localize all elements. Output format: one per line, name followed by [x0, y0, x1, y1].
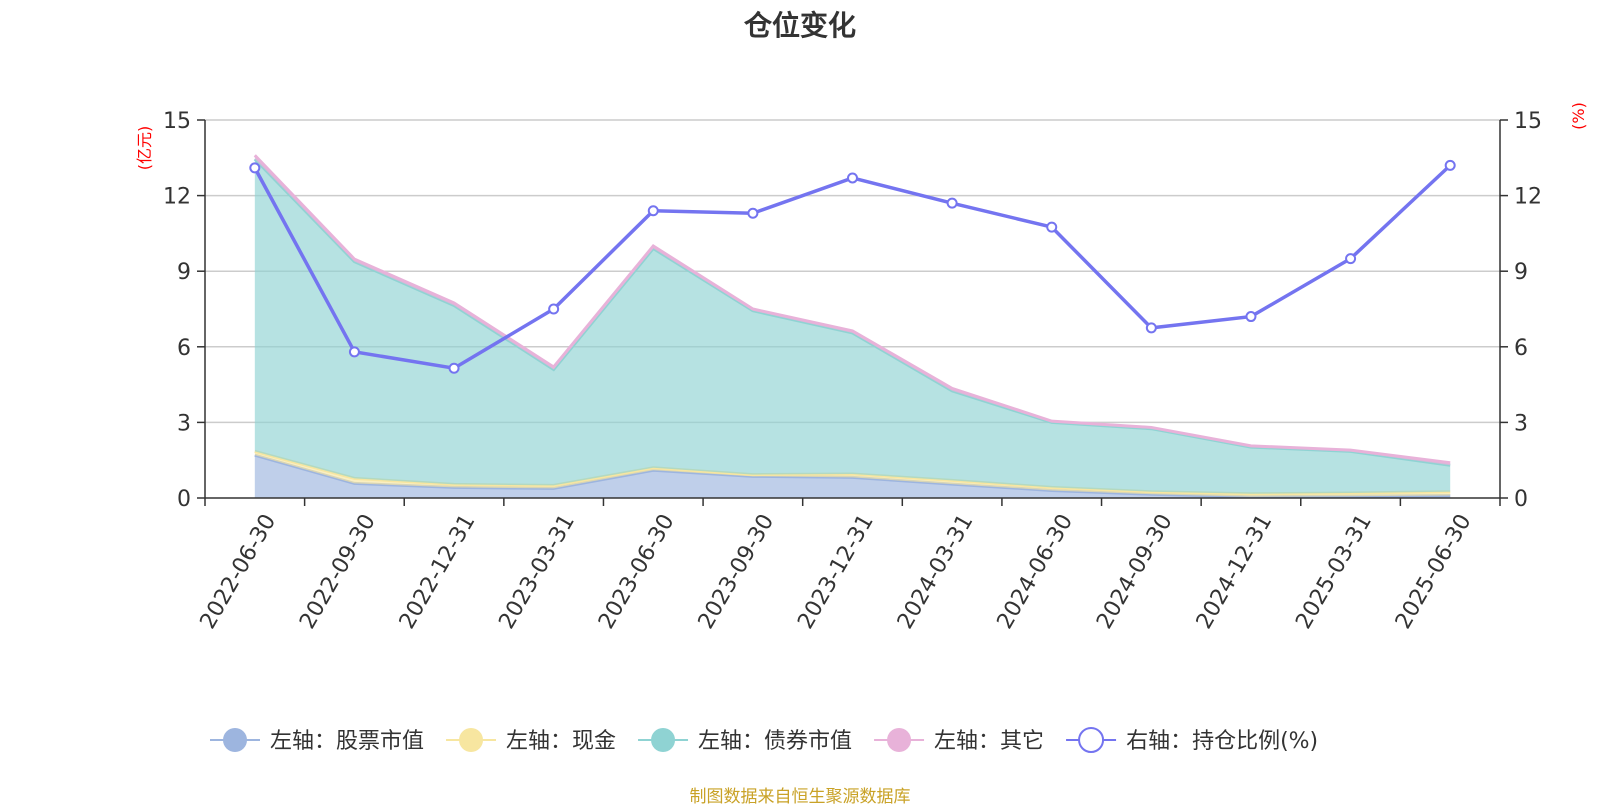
line-point — [946, 197, 958, 209]
x-axis-tick-label: 2023-06-30 — [594, 510, 680, 633]
area-series-2 — [254, 159, 1451, 494]
right-axis-tick-label: 0 — [1514, 487, 1528, 512]
chart-title: 仓位变化 — [743, 9, 856, 42]
legend-item: 左轴：其它 — [874, 728, 1044, 754]
legend-label: 左轴：股票市值 — [270, 729, 424, 754]
right-axis-tick-label: 15 — [1514, 109, 1542, 134]
left-axis-tick-label: 3 — [177, 411, 191, 436]
line-point — [1345, 253, 1357, 265]
x-axis-tick-label: 2022-06-30 — [196, 510, 282, 633]
x-axis-tick-label: 2025-06-30 — [1391, 510, 1477, 633]
x-axis-tick-label: 2022-12-31 — [395, 510, 481, 633]
line-point — [348, 346, 360, 358]
left-axis-tick-label: 0 — [177, 487, 191, 512]
area-series-0 — [254, 455, 1451, 498]
legend-item: 右轴：持仓比例(%) — [1066, 727, 1318, 754]
line-point — [1444, 159, 1456, 171]
x-axis-tick-label: 2023-09-30 — [694, 510, 780, 633]
line-point — [1245, 311, 1257, 323]
line-point — [647, 205, 659, 217]
x-axis-tick-label: 2024-06-30 — [993, 510, 1079, 633]
legend-marker — [887, 728, 912, 752]
line-point — [1046, 221, 1058, 233]
legend-item: 左轴：现金 — [446, 728, 616, 754]
x-axis-tick-label: 2023-12-31 — [793, 510, 879, 633]
left-axis-tick-label: 15 — [163, 109, 191, 134]
area-line-series-3 — [253, 154, 1451, 465]
x-axis-tick-label: 2022-09-30 — [295, 510, 381, 633]
legend: 左轴：股票市值 左轴：现金 左轴：债券市值 左轴：其它 右轴：持仓比例(%) — [210, 727, 1318, 754]
line-point — [249, 162, 261, 174]
legend-item: 左轴：债券市值 — [638, 728, 852, 754]
line-point — [747, 207, 759, 219]
line-point — [448, 362, 460, 374]
right-axis-unit: (%) — [1569, 102, 1588, 130]
line-point — [548, 303, 560, 315]
left-axis-tick-label: 12 — [163, 185, 191, 210]
x-axis-tick-label: 2024-03-31 — [893, 510, 979, 633]
source-note: 制图数据来自恒生聚源数据库 — [689, 787, 911, 807]
right-axis-tick-label: 12 — [1514, 185, 1542, 210]
left-axis-unit: (亿元) — [135, 126, 154, 171]
legend-label: 左轴：其它 — [934, 729, 1044, 754]
legend-marker — [459, 728, 484, 752]
right-axis-tick-label: 9 — [1514, 260, 1528, 285]
x-axis-tick-label: 2024-12-31 — [1192, 510, 1278, 633]
legend-item: 左轴：股票市值 — [210, 728, 424, 754]
x-axis-tick-label: 2025-03-31 — [1291, 510, 1377, 633]
legend-marker — [223, 728, 247, 752]
x-axis-tick-label: 2023-03-31 — [494, 510, 580, 633]
x-axis-tick-label: 2024-09-30 — [1092, 510, 1178, 633]
line-point — [847, 172, 858, 184]
legend-marker — [651, 728, 676, 752]
legend-label: 左轴：债券市值 — [698, 729, 852, 754]
left-axis-tick-label: 9 — [177, 260, 191, 285]
right-axis-tick-label: 3 — [1514, 411, 1528, 436]
right-axis-tick-label: 6 — [1514, 336, 1528, 361]
legend-label: 右轴：持仓比例(%) — [1126, 729, 1318, 754]
left-axis-tick-label: 6 — [177, 336, 191, 361]
line-point — [1145, 322, 1157, 334]
legend-label: 左轴：现金 — [506, 729, 616, 754]
legend-marker — [1078, 727, 1105, 753]
